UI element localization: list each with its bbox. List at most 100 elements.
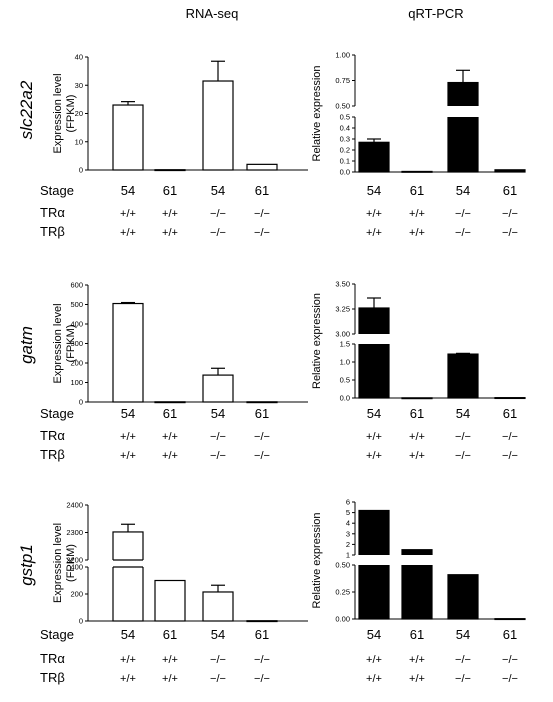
gene-label-slc22a2: slc22a2 [17, 80, 36, 139]
trb-genotype: +/+ [409, 673, 425, 685]
stage-value: 61 [410, 183, 424, 198]
stage-row-label: Stage [40, 183, 74, 198]
tra-genotype: −/− [254, 431, 270, 443]
trb-genotype: −/− [455, 673, 471, 685]
tra-row-label: TRα [40, 651, 65, 666]
bar [401, 397, 433, 400]
y-tick-label: 3 [346, 529, 350, 538]
y-tick-label: 10 [75, 137, 83, 146]
bar [202, 80, 234, 171]
y-tick-label: 20 [75, 109, 83, 118]
stage-value: 54 [121, 627, 135, 642]
col-title-rnaseq: RNA-seq [186, 6, 239, 21]
tra-genotype: +/+ [409, 654, 425, 666]
tra-row-label: TRα [40, 428, 65, 443]
trb-genotype: −/− [210, 673, 226, 685]
stage-value: 54 [121, 406, 135, 421]
y-axis-label: Expression level [52, 303, 64, 383]
trb-row-label: TRβ [40, 447, 65, 462]
trb-genotype: −/− [254, 227, 270, 239]
trb-genotype: +/+ [366, 227, 382, 239]
trb-genotype: +/+ [162, 450, 178, 462]
trb-genotype: +/+ [409, 227, 425, 239]
y-tick-label: 400 [70, 320, 83, 329]
bar [494, 618, 526, 621]
trb-genotype: −/− [502, 673, 518, 685]
trb-genotype: +/+ [366, 450, 382, 462]
gene-label-gstp1: gstp1 [17, 544, 36, 586]
genotype-table: Stage TRα TRβ 54 +/+ +/+ 61 +/+ +/+ 54 −/− −/− 61 −/−… [40, 183, 270, 239]
stage-value: 54 [456, 183, 470, 198]
y-tick-label: 600 [70, 281, 83, 290]
tra-genotype: +/+ [120, 208, 136, 220]
tra-genotype: +/+ [409, 208, 425, 220]
axis-break-gap [112, 560, 144, 567]
y-tick-label: 0.3 [340, 135, 350, 144]
tra-genotype: +/+ [120, 431, 136, 443]
stage-row-label: Stage [40, 627, 74, 642]
y-tick-label: 0.0 [340, 168, 350, 177]
y-axis-label-unit: (FPKM) [65, 325, 77, 363]
panel-gatm-rnaseq: 0 100 200 300 400 500 600 Expression level (FPKM… [52, 281, 308, 407]
tra-genotype: −/− [455, 654, 471, 666]
y-tick-label: 2 [346, 540, 350, 549]
stage-value: 61 [255, 627, 269, 642]
y-tick-label: 2400 [66, 501, 83, 510]
y-tick-label: 300 [70, 339, 83, 348]
y-axis-label: Relative expression [311, 513, 323, 609]
y-tick-label: 500 [70, 300, 83, 309]
y-tick-label: 0 [79, 398, 83, 407]
genotype-table: 54 +/+ +/+ 61 +/+ +/+ 54 −/− −/− 61 −/− −/− [366, 406, 518, 462]
y-tick-label: 0.75 [335, 76, 350, 85]
y-tick-label: 1.0 [340, 358, 350, 367]
tra-row-label: TRα [40, 205, 65, 220]
trb-genotype: +/+ [409, 450, 425, 462]
bar [494, 169, 526, 173]
tra-genotype: +/+ [409, 431, 425, 443]
stage-row-label: Stage [40, 406, 74, 421]
y-axis-label: Relative expression [311, 66, 323, 162]
tra-genotype: −/− [210, 208, 226, 220]
tra-genotype: +/+ [162, 654, 178, 666]
tra-genotype: −/− [455, 431, 471, 443]
trb-genotype: +/+ [120, 673, 136, 685]
y-tick-label: 2200 [66, 556, 83, 565]
stage-value: 61 [503, 183, 517, 198]
tra-genotype: −/− [502, 208, 518, 220]
stage-value: 61 [163, 406, 177, 421]
y-tick-label: 0.50 [335, 102, 350, 111]
y-tick-label: 1.5 [340, 340, 350, 349]
genotype-table: Stage TRα TRβ 54 +/+ +/+ 61 +/+ +/+ 54 −/− −/− 61 −/−… [40, 627, 270, 685]
panel-gatm-qpcr: 0.0 0.5 1.0 1.53.00 3.25 3.50 Relative express… [311, 280, 526, 403]
stage-value: 54 [121, 183, 135, 198]
y-tick-label: 3.25 [335, 305, 350, 314]
bar [494, 397, 526, 400]
panel-gstp1-qpcr: 0.00 0.25 0.501 2 34 56 Relative expression [311, 498, 526, 624]
bar [358, 141, 390, 173]
y-tick-label: 2300 [66, 528, 83, 537]
axis-break-gap [358, 334, 390, 344]
stage-value: 54 [367, 627, 381, 642]
y-tick-label: 30 [75, 81, 83, 90]
y-tick-label: 0.5 [340, 113, 350, 122]
bar [447, 353, 479, 399]
trb-genotype: +/+ [366, 673, 382, 685]
bar [112, 531, 144, 622]
bar [447, 574, 479, 620]
bar [358, 307, 390, 399]
y-axis-label: Relative expression [311, 293, 323, 389]
y-tick-label: 0.2 [340, 146, 350, 155]
stage-value: 61 [410, 406, 424, 421]
y-tick-label: 0 [79, 166, 83, 175]
axis-break-gap [358, 555, 390, 565]
tra-genotype: +/+ [162, 208, 178, 220]
bar [401, 170, 433, 173]
y-tick-label: 200 [70, 590, 83, 599]
tra-genotype: +/+ [162, 431, 178, 443]
tra-genotype: +/+ [366, 208, 382, 220]
trb-genotype: +/+ [162, 227, 178, 239]
bar [246, 620, 278, 623]
y-tick-label: 5 [346, 508, 350, 517]
tra-genotype: −/− [502, 431, 518, 443]
